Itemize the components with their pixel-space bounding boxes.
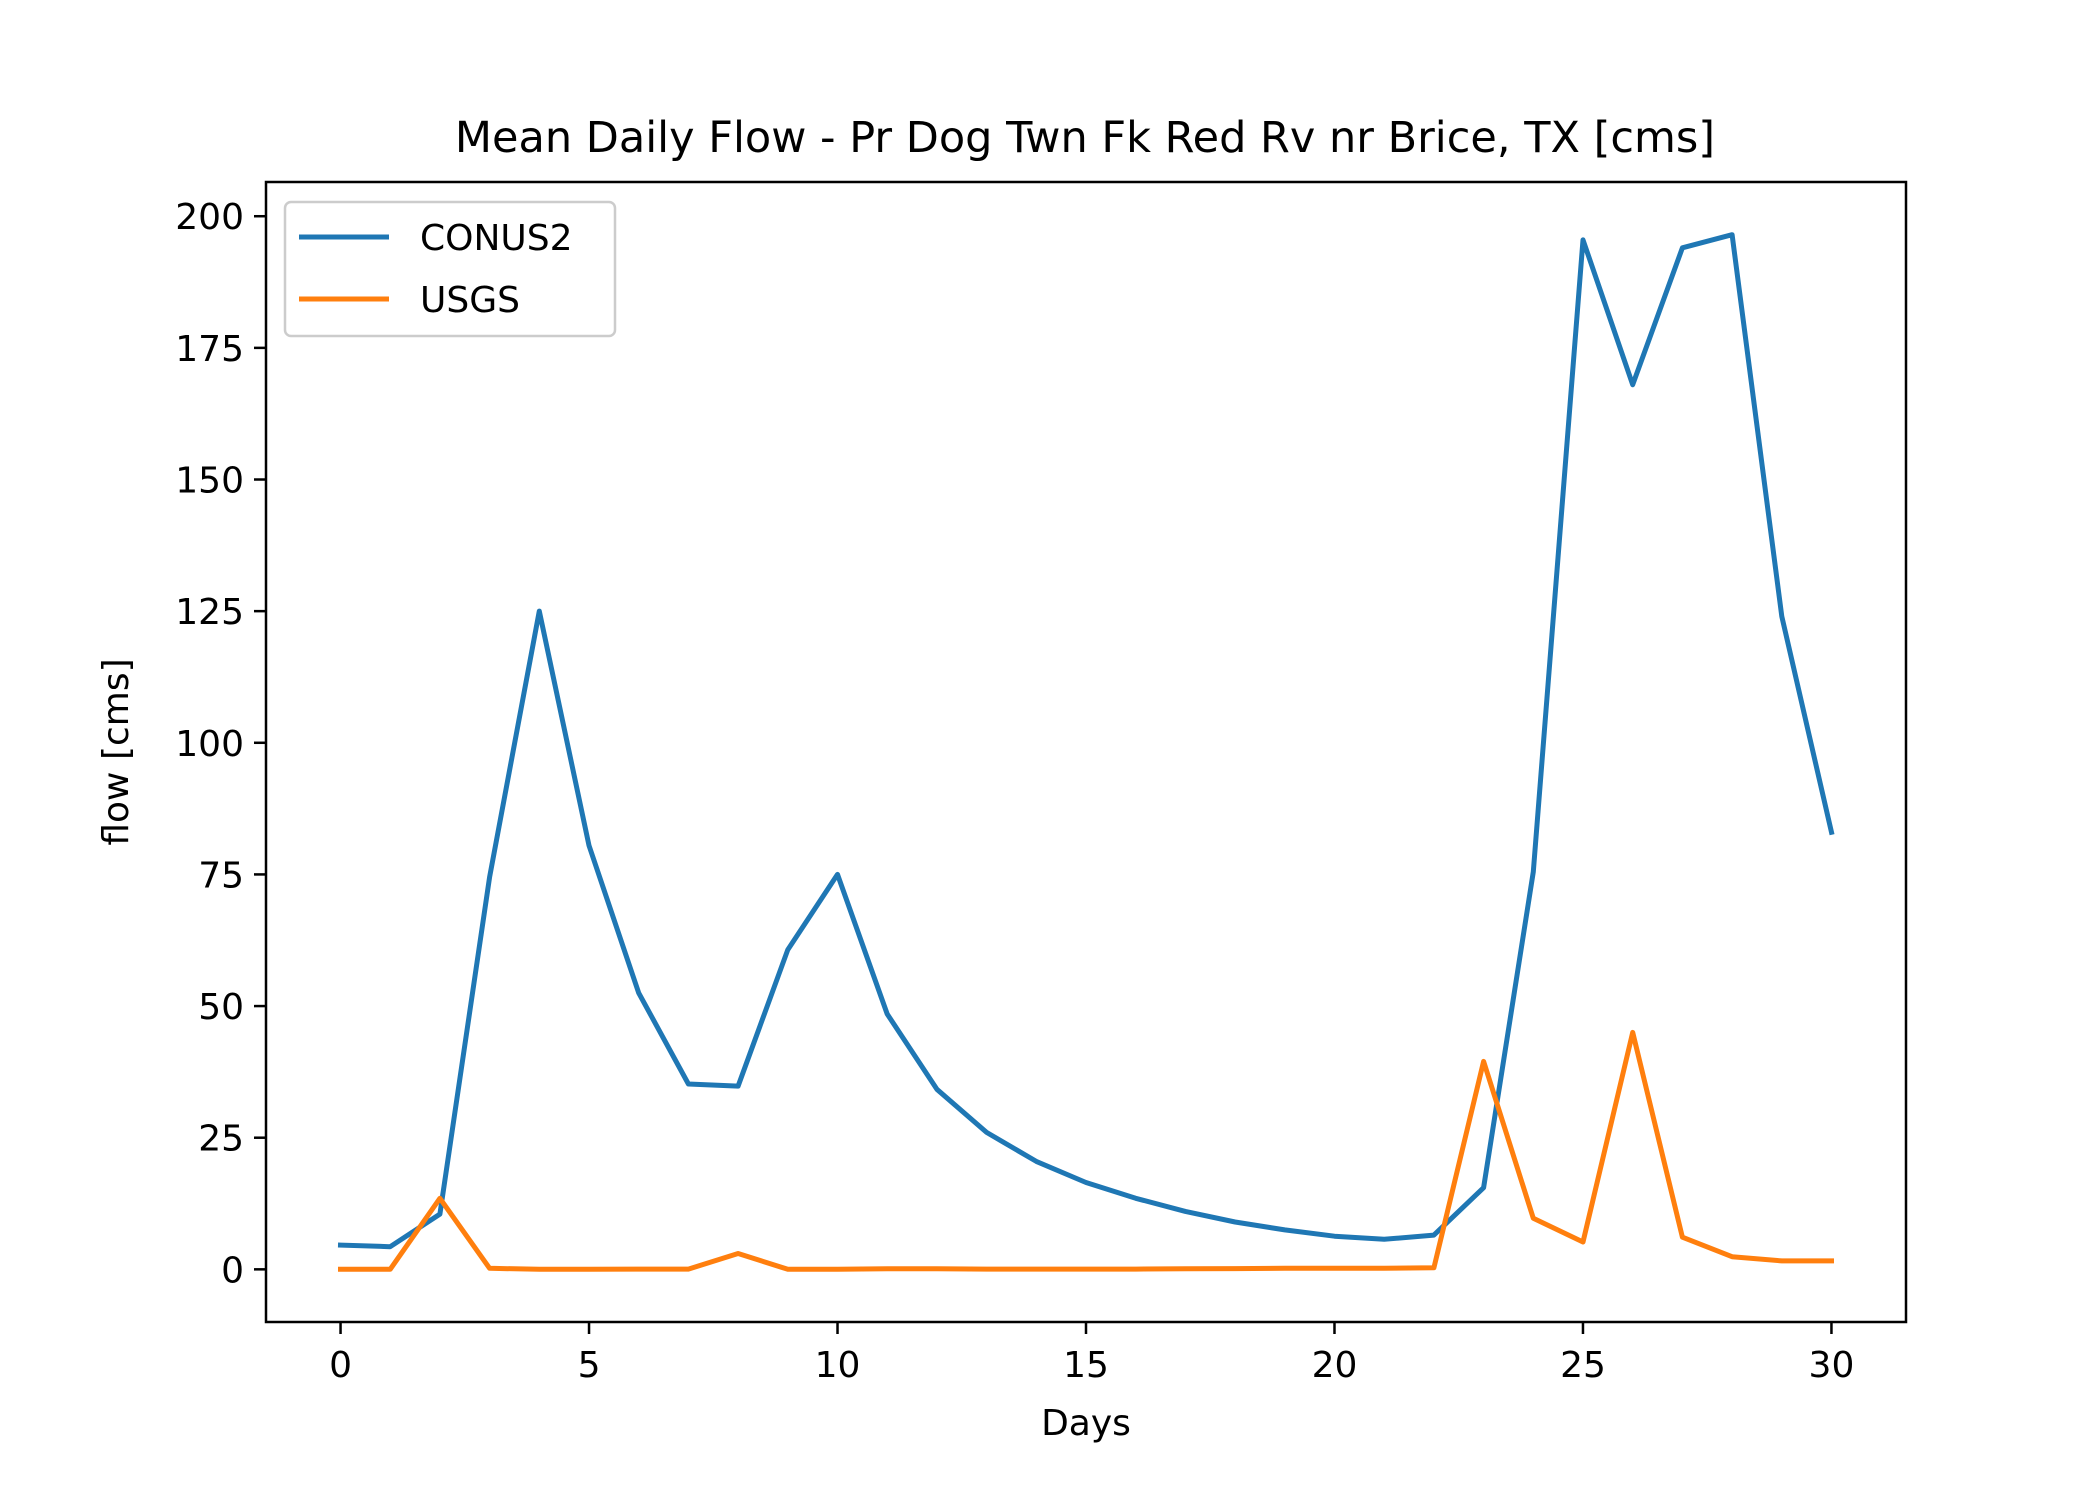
x-tick-label: 0	[329, 1345, 352, 1386]
y-tick-label: 25	[198, 1119, 244, 1160]
series-line-conus2	[337, 232, 1835, 1250]
legend-label-conus2: CONUS2	[420, 218, 573, 259]
chart-title: Mean Daily Flow - Pr Dog Twn Fk Red Rv n…	[455, 113, 1715, 163]
y-axis-label: flow [cms]	[96, 658, 137, 845]
x-tick-label: 10	[815, 1345, 861, 1386]
x-tick-label: 25	[1560, 1345, 1606, 1386]
y-tick-label: 0	[221, 1250, 244, 1291]
series-layer	[337, 232, 1835, 1272]
y-tick-label: 50	[198, 987, 244, 1028]
x-tick-label: 5	[578, 1345, 601, 1386]
y-axis: 0 25 50 75 100 125 150 175 200	[175, 197, 266, 1291]
y-tick-label: 175	[175, 329, 244, 370]
y-tick-label: 100	[175, 724, 244, 765]
legend: CONUS2 USGS	[283, 200, 617, 338]
y-tick-label: 150	[175, 461, 244, 502]
x-axis: 0 5 10 15 20 25 30	[329, 1322, 1854, 1386]
x-tick-label: 15	[1063, 1345, 1109, 1386]
y-tick-label: 75	[198, 855, 244, 896]
x-tick-label: 30	[1809, 1345, 1855, 1386]
series-line-usgs	[338, 1029, 1834, 1272]
y-tick-label: 200	[175, 197, 244, 238]
x-tick-label: 20	[1312, 1345, 1358, 1386]
x-axis-label: Days	[1041, 1403, 1131, 1444]
y-tick-label: 125	[175, 592, 244, 633]
legend-label-usgs: USGS	[420, 280, 520, 321]
